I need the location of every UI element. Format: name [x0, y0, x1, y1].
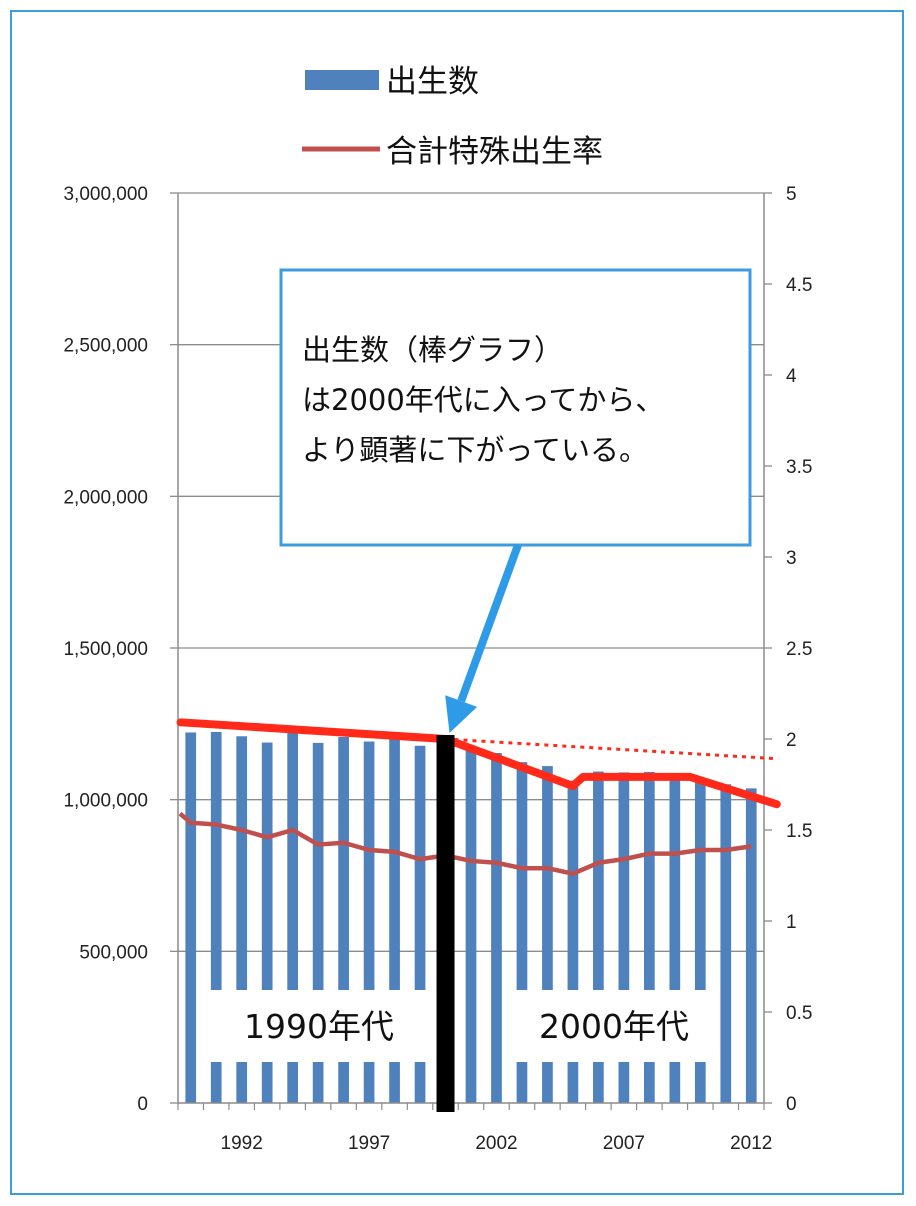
decade-divider — [436, 735, 455, 1112]
left-axis-tick-label: 2,000,000 — [63, 487, 148, 508]
right-axis-tick-label: 3 — [786, 548, 797, 569]
label-1990s: 1990年代 — [244, 1007, 394, 1046]
left-axis-tick-label: 0 — [137, 1094, 148, 1115]
legend-swatch-births — [305, 70, 379, 90]
trend-line — [176, 718, 781, 809]
x-axis-tick-label: 2002 — [475, 1133, 517, 1154]
bar-2008 — [643, 772, 655, 1103]
legend-label-births: 出生数 — [386, 64, 479, 100]
bar-2005 — [567, 780, 579, 1103]
bar-2007 — [618, 772, 630, 1103]
bar-1997 — [363, 741, 375, 1103]
callout-text-line: 出生数（棒グラフ） — [302, 333, 563, 367]
callout-box — [279, 268, 752, 547]
x-axis-tick-label: 1997 — [348, 1133, 390, 1154]
callout-arrow-head — [445, 695, 478, 733]
bar-2002 — [491, 752, 502, 1103]
fertility-rate-line — [178, 811, 752, 876]
bar-1994 — [287, 727, 299, 1103]
right-axis-tick-label: 1.5 — [786, 821, 812, 842]
right-axis-tick-label: 2 — [786, 730, 797, 751]
bar-2009 — [669, 778, 681, 1103]
bar-2006 — [593, 771, 604, 1103]
left-axis-tick-label: 2,500,000 — [63, 336, 148, 357]
bar-1990 — [185, 732, 197, 1103]
bar-1996 — [338, 737, 349, 1103]
bar-2001 — [465, 747, 477, 1103]
bar-1992 — [236, 736, 248, 1103]
bar-1999 — [414, 745, 426, 1103]
right-axis-tick-label: 0 — [786, 1094, 797, 1115]
bar-2011 — [720, 784, 732, 1103]
bar-2012 — [745, 788, 757, 1103]
x-axis-tick-label: 1992 — [221, 1133, 263, 1154]
left-axis-tick-label: 500,000 — [79, 942, 148, 963]
bar-2010 — [694, 778, 706, 1103]
callout-text-line: は2000年代に入ってから、 — [302, 383, 664, 417]
bar-1993 — [261, 742, 273, 1103]
label-1990s-background — [210, 990, 428, 1062]
callout-arrow-shaft — [457, 543, 522, 703]
bar-1995 — [312, 742, 324, 1103]
left-axis-tick-label: 3,000,000 — [63, 184, 148, 205]
right-axis-tick-label: 4 — [786, 366, 797, 387]
callout-text-line: より顕著に下がっている。 — [302, 433, 648, 467]
left-axis-tick-label: 1,500,000 — [63, 639, 148, 660]
dotted-trend-extension — [445, 737, 777, 761]
left-axis-tick-label: 1,000,000 — [63, 791, 148, 812]
right-axis-tick-label: 5 — [786, 184, 797, 205]
label-2000s: 2000年代 — [539, 1007, 689, 1046]
label-2000s-background — [509, 990, 719, 1062]
bar-1991 — [210, 731, 222, 1103]
right-axis-tick-label: 1 — [786, 912, 797, 933]
bar-1998 — [389, 738, 400, 1103]
bar-2004 — [542, 766, 553, 1103]
x-axis-tick-label: 2012 — [730, 1133, 772, 1154]
bar-2003 — [516, 762, 528, 1103]
x-axis-tick-label: 2007 — [603, 1133, 645, 1154]
right-axis-tick-label: 4.5 — [786, 275, 812, 296]
right-axis-tick-label: 0.5 — [786, 1003, 812, 1024]
legend-label-fertility: 合計特殊出生率 — [386, 134, 603, 170]
right-axis-tick-label: 3.5 — [786, 457, 812, 478]
right-axis-tick-label: 2.5 — [786, 639, 812, 660]
